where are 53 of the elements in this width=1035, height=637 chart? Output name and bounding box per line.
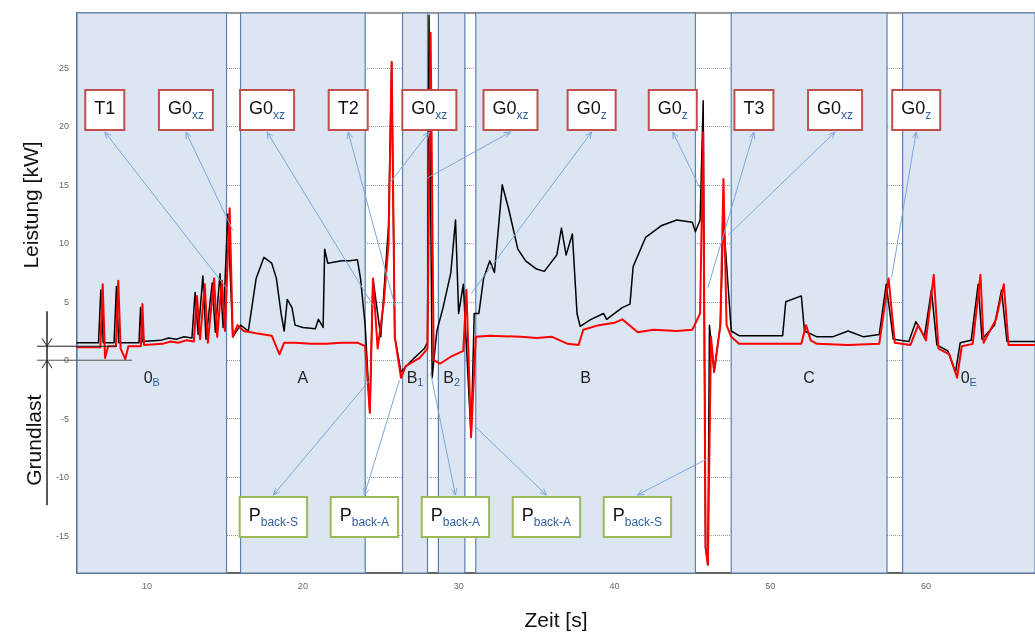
annotation: G0$_{z}$ <box>901 98 932 122</box>
x-tick-label: 10 <box>142 580 153 591</box>
annotation: G0$_{xz}$ <box>249 98 286 122</box>
callout-box: G0$_{z}$ <box>891 89 942 131</box>
callout-box: G0$_{xz}$ <box>401 89 458 131</box>
y-tick-label: -5 <box>60 413 69 424</box>
y-tick-label: 0 <box>63 355 69 366</box>
y-tick-label: 10 <box>58 238 69 249</box>
callout-box: G0$_{xz}$ <box>239 89 296 131</box>
annotation: G0$_{xz}$ <box>411 98 448 122</box>
annotation: G0$_{xz}$ <box>167 98 204 122</box>
callout-box: P$_{back-A}$ <box>329 496 400 538</box>
annotation: P$_{back-A}$ <box>339 505 390 529</box>
annotation: T2 <box>337 98 359 118</box>
band-label: A <box>297 368 309 386</box>
callout-box: T2 <box>327 89 369 131</box>
y-tick-label: 20 <box>58 121 69 132</box>
annotation: G0$_{z}$ <box>657 98 688 122</box>
callout-box: G0$_{z}$ <box>647 89 698 131</box>
annotation: G0$_{z}$ <box>576 98 607 122</box>
annotation: G0$_{xz}$ <box>492 98 529 122</box>
callout-box: T1 <box>84 89 126 131</box>
y-tick-label: -10 <box>55 472 69 483</box>
y-tick-label: 25 <box>58 62 69 73</box>
x-tick-label: 60 <box>920 580 931 591</box>
annotation: P$_{back-S}$ <box>248 505 299 529</box>
x-tick-label: 40 <box>609 580 620 591</box>
callout-box: G0$_{z}$ <box>566 89 617 131</box>
annotation: T1 <box>94 98 116 118</box>
x-tick-label: 50 <box>765 580 776 591</box>
callout-box: G0$_{xz}$ <box>157 89 214 131</box>
callout-box: P$_{back-A}$ <box>420 496 491 538</box>
x-tick-label: 20 <box>297 580 308 591</box>
x-tick-label: 30 <box>453 580 464 591</box>
callout-box: P$_{back-A}$ <box>511 496 582 538</box>
annotation: P$_{back-A}$ <box>430 505 481 529</box>
callout-box: G0$_{xz}$ <box>482 89 539 131</box>
y-tick-label: -15 <box>55 530 69 541</box>
y-tick-label: 15 <box>58 179 69 190</box>
band-label: B <box>580 368 591 386</box>
y-axis-title: Leistung [kW] <box>18 141 42 269</box>
x-axis-title: Zeit [s] <box>524 608 588 631</box>
callout-box: T3 <box>733 89 775 131</box>
callout-box: G0$_{xz}$ <box>807 89 864 131</box>
text: Grundlast <box>21 394 45 486</box>
annotation: T3 <box>743 98 765 118</box>
annotation: P$_{back-S}$ <box>612 505 663 529</box>
callout-box: P$_{back-S}$ <box>238 496 309 538</box>
annotation: G0$_{xz}$ <box>817 98 854 122</box>
annotation: P$_{back-A}$ <box>521 505 572 529</box>
y-tick-label: 5 <box>63 296 69 307</box>
band-label: C <box>803 368 815 386</box>
callout-box: P$_{back-S}$ <box>602 496 673 538</box>
